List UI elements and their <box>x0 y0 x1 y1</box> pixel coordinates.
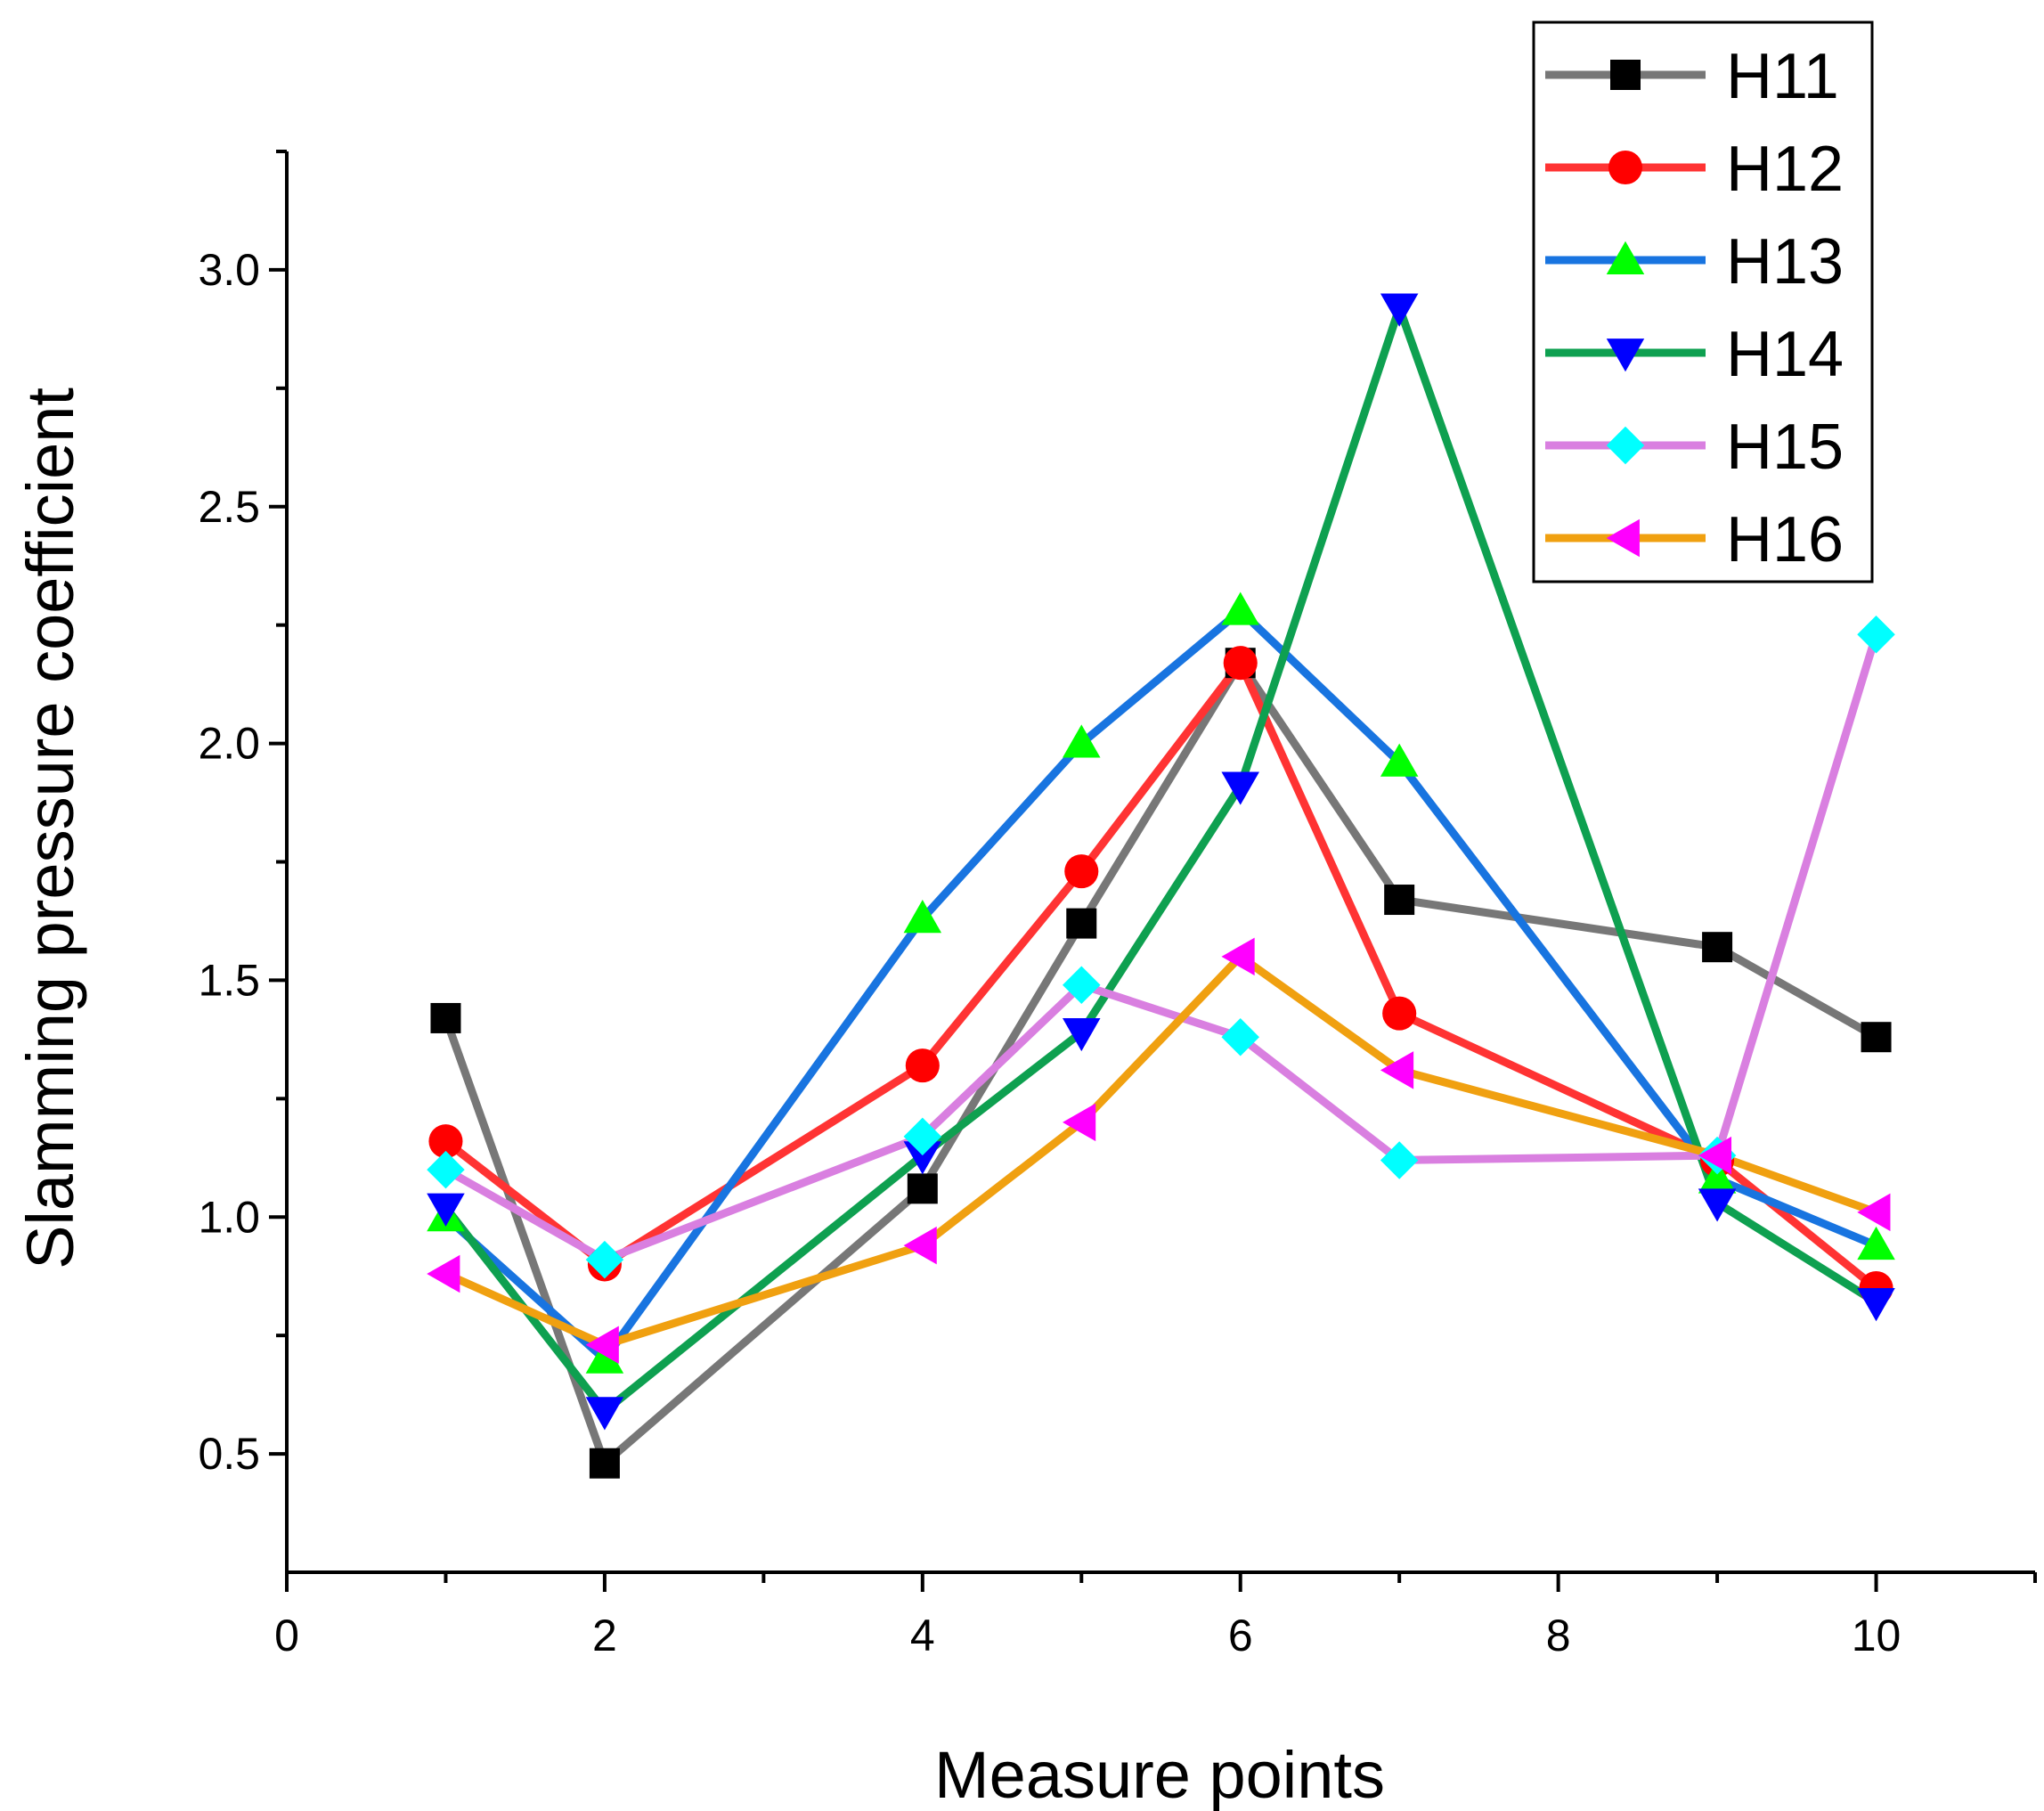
data-point-h12 <box>905 1048 940 1083</box>
legend-label-h14: H14 <box>1726 319 1844 390</box>
legend-box <box>1532 20 1874 583</box>
series-markers <box>427 293 1895 1479</box>
series-line-h12 <box>442 658 1880 1293</box>
data-point-h13 <box>903 900 942 934</box>
legend-label-h13: H13 <box>1726 226 1844 298</box>
data-point-h14 <box>1221 771 1259 805</box>
legend-item-h14: H14 <box>1545 319 1844 390</box>
legend-marker-h11 <box>1610 60 1641 90</box>
series-line-h16 <box>442 952 1880 1350</box>
data-point-h16 <box>427 1254 460 1293</box>
data-point-h11 <box>1384 885 1415 916</box>
data-point-h16 <box>585 1326 619 1365</box>
legend-item-h12: H12 <box>1545 134 1844 205</box>
legend-label-h16: H16 <box>1726 504 1844 575</box>
legend-item-h16: H16 <box>1545 504 1844 575</box>
data-point-h15 <box>1857 616 1895 654</box>
data-point-h16 <box>1221 937 1255 976</box>
data-point-h13 <box>1221 591 1259 625</box>
x-tick-label: 10 <box>1852 1611 1901 1660</box>
data-point-h12 <box>1382 996 1417 1031</box>
legend-label-h15: H15 <box>1726 412 1844 483</box>
legend-marker-h12 <box>1608 150 1643 185</box>
x-axis-ticks: 0 2 4 6 8 10 <box>274 1572 2037 1660</box>
data-point-h15 <box>1221 1017 1259 1056</box>
data-point-h16 <box>1380 1051 1414 1089</box>
x-tick-label: 8 <box>1546 1611 1571 1660</box>
series-line-h14 <box>442 304 1880 1415</box>
series-line-h13 <box>442 607 1880 1364</box>
y-tick-label: 2.0 <box>198 719 260 769</box>
data-point-h12 <box>1064 854 1099 889</box>
legend: H11 H12 H13 H14 H15 H16 <box>1532 20 1874 583</box>
data-point-h15 <box>427 1150 465 1189</box>
data-point-h11 <box>907 1173 938 1204</box>
x-axis-title: Measure points <box>934 1738 1385 1811</box>
legend-item-h15: H15 <box>1545 412 1844 483</box>
legend-items: H11 H12 H13 H14 H15 H16 <box>1545 41 1844 575</box>
x-tick-label: 0 <box>274 1611 299 1660</box>
y-tick-label: 0.5 <box>198 1429 260 1479</box>
x-tick-label: 2 <box>592 1611 617 1660</box>
legend-label-h12: H12 <box>1726 134 1844 205</box>
series-line-h11 <box>442 658 1880 1468</box>
data-point-h15 <box>585 1240 624 1279</box>
legend-marker-h13 <box>1606 241 1645 274</box>
data-point-h13 <box>1063 724 1101 758</box>
legend-item-h11: H11 <box>1545 41 1839 112</box>
series-lines <box>442 304 1880 1468</box>
data-point-h11 <box>1702 932 1733 963</box>
data-point-h14 <box>427 1193 465 1227</box>
legend-marker-h15 <box>1606 426 1645 465</box>
legend-marker-h14 <box>1606 339 1645 372</box>
y-tick-label: 3.0 <box>198 245 260 295</box>
data-point-h11 <box>1066 908 1097 939</box>
data-point-h14 <box>1857 1288 1895 1322</box>
data-point-h12 <box>1223 646 1258 681</box>
data-point-h14 <box>903 1141 942 1175</box>
data-point-h14 <box>1063 1017 1101 1052</box>
data-point-h15 <box>1380 1141 1419 1179</box>
data-point-h11 <box>589 1448 620 1479</box>
data-point-h14 <box>1380 293 1419 327</box>
data-point-h16 <box>903 1226 937 1265</box>
data-point-h16 <box>1698 1136 1732 1175</box>
y-axis-ticks: 0.5 1.0 1.5 2.0 2.5 3.0 <box>198 150 287 1479</box>
data-point-h12 <box>428 1124 463 1159</box>
data-point-h11 <box>430 1002 461 1033</box>
data-point-h13 <box>1857 1226 1895 1260</box>
data-point-h16 <box>1857 1193 1891 1232</box>
data-point-h13 <box>1380 743 1419 777</box>
data-point-h14 <box>585 1397 624 1431</box>
legend-marker-h16 <box>1606 518 1640 558</box>
y-tick-label: 1.0 <box>198 1192 260 1242</box>
data-point-h11 <box>1861 1022 1892 1053</box>
data-point-h15 <box>1063 966 1101 1004</box>
y-tick-label: 1.5 <box>198 955 260 1005</box>
x-tick-label: 6 <box>1228 1611 1253 1660</box>
data-point-h13 <box>585 1340 624 1374</box>
data-point-h16 <box>1063 1103 1096 1142</box>
data-point-h14 <box>1698 1188 1737 1222</box>
data-point-h15 <box>903 1117 942 1156</box>
legend-item-h13: H13 <box>1545 226 1844 298</box>
x-tick-label: 4 <box>910 1611 935 1660</box>
data-point-h13 <box>1698 1160 1737 1194</box>
legend-label-h11: H11 <box>1726 41 1839 112</box>
series-line-h15 <box>442 630 1880 1264</box>
y-axis-title: Slamming pressure coefficient <box>13 387 87 1269</box>
y-tick-label: 2.5 <box>198 482 260 532</box>
